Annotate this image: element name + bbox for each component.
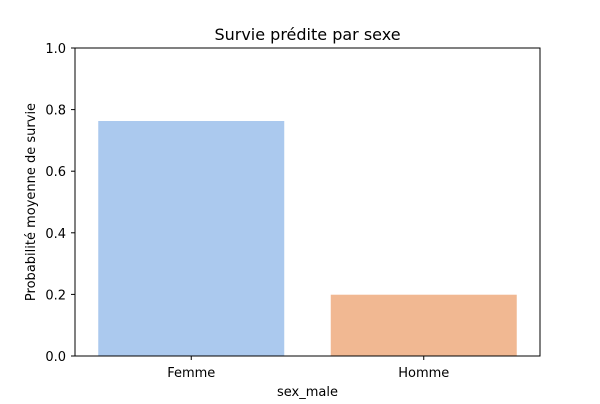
y-tick-label: 0.2: [45, 288, 66, 303]
y-tick-label: 0.6: [45, 165, 66, 180]
x-axis-ticks: Femme Homme: [167, 356, 449, 381]
x-tick-label: Homme: [398, 366, 449, 381]
x-axis-label: sex_male: [277, 385, 338, 400]
chart-title: Survie prédite par sexe: [214, 25, 400, 44]
y-axis-label: Probabilité moyenne de survie: [24, 103, 39, 301]
y-axis-ticks: 0.0 0.2 0.4 0.6 0.8 1.0: [45, 42, 75, 365]
y-tick-label: 0.4: [45, 227, 66, 242]
plot-frame: [74, 47, 541, 357]
y-tick-label: 1.0: [45, 42, 66, 57]
y-tick-label: 0.8: [45, 104, 66, 119]
bar-femme: [98, 121, 285, 356]
bars-layer: [98, 121, 517, 356]
x-tick-label: Femme: [167, 366, 215, 381]
y-tick-label: 0.0: [45, 350, 66, 365]
bar-homme: [330, 294, 517, 356]
